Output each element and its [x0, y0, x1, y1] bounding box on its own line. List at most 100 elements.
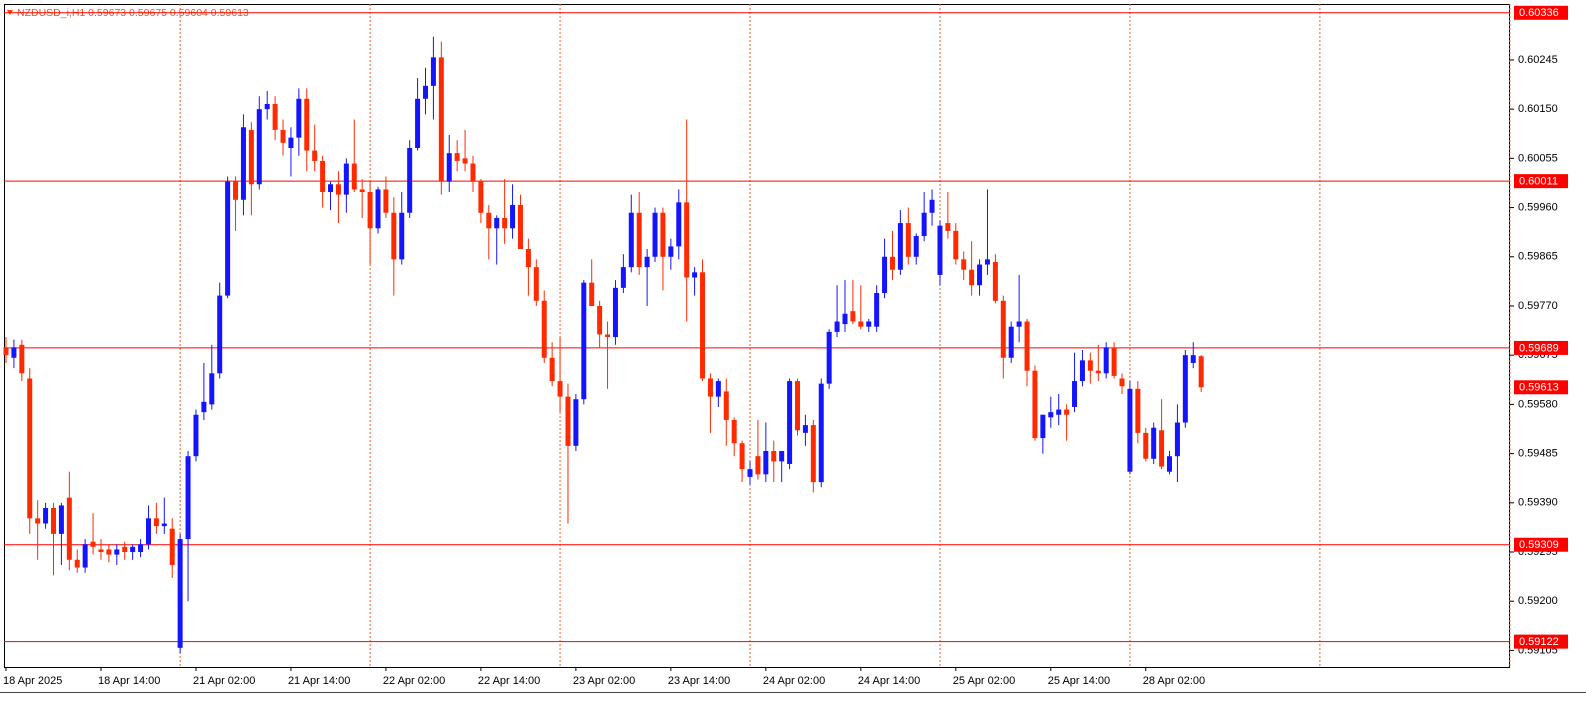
- candle-body: [597, 305, 603, 335]
- x-tick-label: 23 Apr 02:00: [573, 675, 635, 687]
- candle-body: [446, 153, 452, 182]
- candle-body: [335, 184, 341, 195]
- candle-body: [707, 378, 713, 397]
- candle-body: [35, 518, 41, 524]
- candle-body: [3, 347, 9, 356]
- candle-body: [565, 396, 571, 446]
- candle-body: [517, 204, 523, 249]
- y-tick-label: 0.59485: [1518, 448, 1558, 460]
- candle-body: [842, 313, 848, 325]
- candle-body: [233, 181, 239, 200]
- candle-body: [114, 549, 120, 555]
- y-tick-label: 0.59390: [1518, 497, 1558, 509]
- candle-body: [486, 212, 492, 229]
- candle-body: [929, 199, 935, 213]
- level-label: 0.59122: [1519, 636, 1559, 648]
- candle-body: [652, 212, 658, 257]
- level-label: 0.59689: [1519, 342, 1559, 354]
- candle-body: [1151, 427, 1157, 459]
- candle-body: [19, 344, 25, 374]
- candle-body: [312, 150, 318, 161]
- candle-body: [787, 381, 793, 464]
- candle-body: [644, 256, 650, 268]
- candle-body: [605, 334, 611, 338]
- candle-body: [1016, 321, 1022, 327]
- candle-body: [620, 267, 626, 288]
- level-box: [1514, 634, 1568, 649]
- level-box: [1514, 5, 1568, 20]
- candle-body: [731, 419, 737, 444]
- candle-body: [1159, 430, 1165, 467]
- candle-body: [1095, 370, 1101, 374]
- candle-body: [430, 57, 436, 86]
- candle-body: [438, 57, 444, 182]
- candle-body: [684, 202, 690, 278]
- candle-body: [1024, 321, 1030, 371]
- candle-body: [1064, 409, 1070, 415]
- candle-body: [296, 98, 302, 138]
- level-box: [1514, 174, 1568, 189]
- candle-body: [1111, 347, 1117, 376]
- candle-body: [795, 381, 800, 431]
- y-tick-label: 0.60245: [1518, 54, 1558, 66]
- candle-body: [304, 98, 310, 151]
- candle-body: [58, 505, 64, 534]
- candle-body: [359, 189, 365, 193]
- candle-body: [272, 103, 278, 130]
- candle-body: [280, 129, 286, 143]
- candle-body: [407, 147, 413, 213]
- candle-body: [122, 546, 128, 553]
- candle-body: [779, 451, 785, 462]
- candle-body: [248, 129, 254, 185]
- candle-body: [106, 549, 112, 555]
- candle-body: [834, 321, 840, 332]
- candle-body: [43, 507, 49, 524]
- candle-body: [763, 451, 769, 475]
- candle-body: [549, 357, 555, 382]
- candle-body: [715, 381, 721, 397]
- candle-body: [937, 225, 943, 275]
- x-tick-label: 18 Apr 14:00: [98, 675, 160, 687]
- level-box: [1514, 340, 1568, 355]
- candle-body: [1190, 355, 1196, 363]
- last-price-label: 0.59613: [1519, 382, 1559, 394]
- candle-body: [399, 212, 405, 260]
- x-tick-label: 28 Apr 02:00: [1143, 675, 1205, 687]
- candle-body: [367, 192, 373, 229]
- candle-body: [1032, 370, 1038, 439]
- candle-body: [1198, 356, 1204, 388]
- candle-body: [27, 378, 33, 519]
- candle-body: [98, 549, 104, 553]
- candle-body: [494, 217, 500, 229]
- candle-body: [1040, 414, 1046, 439]
- x-tick-label: 18 Apr 2025: [3, 675, 62, 687]
- level-label: 0.60011: [1519, 176, 1558, 188]
- candle-body: [82, 544, 88, 568]
- x-tick-label: 22 Apr 02:00: [383, 675, 445, 687]
- y-tick-label: 0.59770: [1518, 300, 1558, 312]
- candle-body: [1119, 378, 1125, 387]
- candle-body: [90, 541, 96, 547]
- candle-body: [850, 311, 856, 322]
- candle-body: [11, 347, 17, 358]
- candle-body: [636, 212, 642, 268]
- candle-body: [921, 212, 927, 237]
- candle-body: [977, 264, 983, 286]
- candle-body: [1174, 422, 1180, 457]
- candle-body: [589, 282, 595, 306]
- candle-body: [138, 544, 144, 553]
- candle-body: [802, 425, 808, 433]
- x-tick-label: 24 Apr 02:00: [763, 675, 825, 687]
- candle-body: [193, 414, 199, 457]
- candle-body: [1048, 412, 1054, 418]
- candle-body: [1008, 326, 1014, 358]
- candle-body: [454, 153, 460, 161]
- candle-body: [573, 399, 579, 446]
- candle-body: [288, 137, 294, 148]
- level-label: 0.60336: [1519, 7, 1559, 19]
- candle-body: [541, 300, 547, 358]
- candle-body: [897, 223, 903, 270]
